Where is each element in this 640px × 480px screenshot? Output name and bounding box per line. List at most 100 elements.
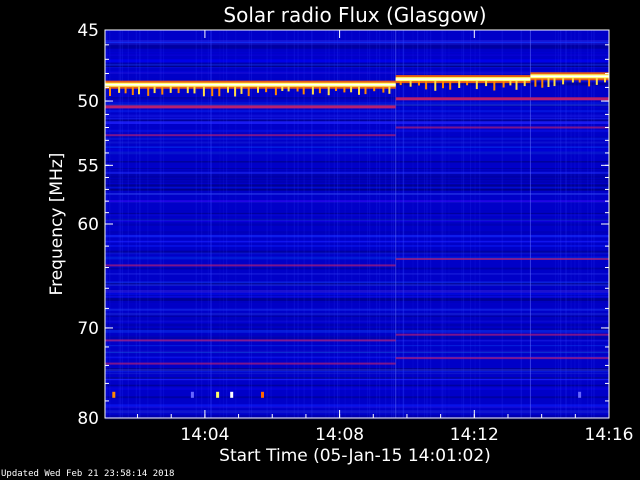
texture-streak — [369, 30, 371, 418]
texture-streak — [328, 30, 330, 418]
texture-streak — [441, 30, 443, 418]
texture-band — [105, 256, 609, 260]
speck — [190, 391, 194, 398]
texture-band — [105, 119, 609, 122]
band-drip — [442, 81, 444, 89]
texture-band — [105, 179, 609, 181]
texture-streak — [587, 30, 589, 418]
texture-streak — [379, 30, 381, 418]
texture-band — [105, 410, 609, 413]
texture-band — [105, 188, 609, 191]
speck — [112, 391, 116, 398]
texture-band — [105, 336, 609, 340]
y-tick-label: 45 — [77, 21, 99, 41]
band-drip — [553, 78, 556, 87]
texture-band — [105, 345, 609, 347]
texture-band — [105, 291, 609, 295]
texture-streak — [119, 30, 121, 418]
bright-band-peak — [105, 83, 396, 86]
speck — [578, 391, 582, 398]
interference-lines — [105, 97, 610, 365]
texture-band — [105, 70, 609, 73]
texture-band — [105, 54, 609, 56]
interference-line — [105, 339, 396, 342]
band-drip — [227, 86, 229, 93]
texture-band — [105, 148, 609, 152]
band-drip — [287, 86, 290, 92]
interference-line — [530, 126, 610, 129]
texture-streak — [565, 30, 567, 418]
band-drip — [153, 86, 156, 94]
texture-band — [105, 103, 609, 106]
band-drip — [388, 86, 391, 94]
texture-band — [105, 63, 609, 66]
texture-streak — [121, 30, 123, 418]
band-drip — [571, 78, 574, 83]
texture-band — [105, 252, 609, 255]
texture-band — [105, 388, 609, 390]
texture-streak — [403, 30, 405, 418]
band-drip — [358, 86, 360, 95]
band-drip — [418, 81, 420, 86]
texture-streak — [448, 30, 450, 418]
texture-band — [105, 267, 609, 269]
band-drip — [475, 81, 478, 90]
texture-band — [105, 321, 609, 323]
texture-band — [105, 114, 609, 118]
texture-band — [105, 223, 609, 226]
texture-streak — [521, 30, 523, 418]
texture-band — [105, 214, 609, 216]
texture-streak — [139, 30, 141, 418]
band-drip — [604, 78, 606, 83]
texture-streak — [578, 30, 580, 418]
texture-band — [105, 141, 609, 144]
texture-streak — [135, 30, 137, 418]
band-drip — [595, 78, 598, 85]
band-drip — [265, 86, 268, 93]
interference-line — [530, 357, 610, 360]
texture-band — [105, 337, 609, 339]
texture-band — [105, 377, 609, 379]
band-drip — [161, 86, 164, 95]
band-drip — [343, 86, 346, 93]
texture-streak — [470, 30, 472, 418]
bright-band-peak — [395, 78, 531, 80]
texture-band — [105, 372, 609, 375]
texture-band — [105, 151, 609, 155]
texture-streak — [417, 30, 419, 418]
band-drip — [399, 81, 402, 86]
y-axis-label: Frequency [MHz] — [47, 153, 67, 296]
texture-band — [105, 137, 609, 140]
band-drip — [138, 86, 140, 95]
texture-band — [105, 186, 609, 189]
texture-band — [105, 284, 609, 286]
band-drip — [147, 86, 150, 96]
texture-band — [105, 282, 609, 285]
texture-streak — [593, 30, 595, 418]
speck — [230, 391, 234, 398]
texture-streak — [251, 30, 252, 418]
texture-streak — [297, 30, 299, 418]
x-tick-label: 14:12 — [450, 425, 499, 445]
texture-streak — [442, 30, 444, 418]
interference-line — [105, 134, 396, 137]
texture-band — [105, 351, 609, 355]
interference-line — [105, 264, 396, 267]
band-drip — [118, 86, 121, 93]
interference-line — [395, 97, 531, 101]
texture-band — [105, 329, 609, 333]
band-drip — [373, 86, 376, 92]
texture-streak — [325, 30, 327, 418]
texture-band — [105, 267, 609, 270]
texture-streak — [424, 30, 425, 418]
band-drip — [578, 78, 581, 83]
band-drip — [240, 86, 243, 94]
band-drip — [509, 81, 512, 86]
texture-band — [105, 410, 609, 414]
texture-band — [105, 97, 609, 99]
band-drip — [202, 86, 205, 97]
texture-streak — [555, 30, 557, 418]
texture-band — [105, 296, 609, 298]
texture-band — [105, 415, 609, 418]
band-drip — [588, 78, 591, 87]
